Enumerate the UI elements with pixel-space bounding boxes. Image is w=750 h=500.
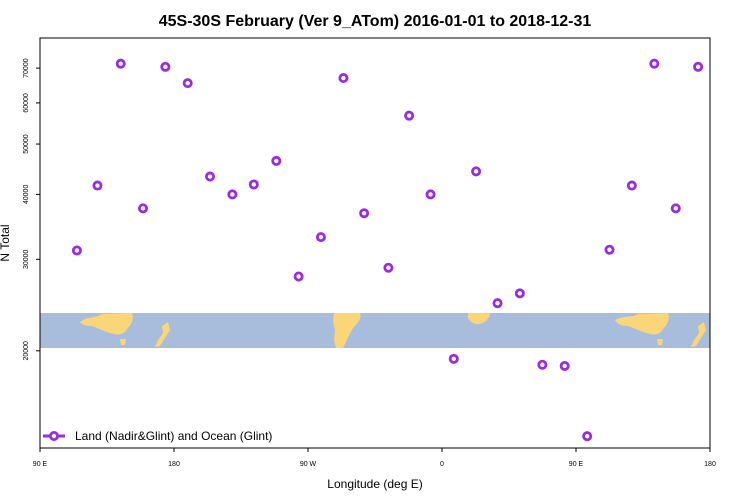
x-tick-label: 180 bbox=[704, 461, 716, 468]
land-newzealand-left bbox=[155, 322, 170, 347]
chart-title: 45S-30S February (Ver 9_ATom) 2016-01-01… bbox=[159, 13, 592, 30]
data-point bbox=[71, 245, 82, 256]
data-point bbox=[115, 58, 126, 69]
x-axis-label: Longitude (deg E) bbox=[327, 477, 422, 491]
legend: Land (Nadir&Glint) and Ocean (Glint) bbox=[43, 429, 272, 443]
y-axis-label: N Total bbox=[0, 224, 12, 261]
data-point bbox=[160, 61, 171, 72]
map-strip bbox=[40, 313, 710, 348]
y-axis: 20000 30000 40000 50000 60000 70000 bbox=[23, 58, 40, 361]
y-tick-label: 60000 bbox=[23, 93, 30, 113]
data-point bbox=[604, 244, 615, 255]
land-australia-right bbox=[615, 313, 669, 335]
data-point bbox=[338, 73, 349, 84]
data-point bbox=[471, 166, 482, 177]
data-point bbox=[670, 203, 681, 214]
land-shapes bbox=[80, 313, 706, 348]
data-point bbox=[227, 189, 238, 200]
data-point bbox=[248, 179, 259, 190]
data-point bbox=[359, 208, 370, 219]
data-point bbox=[425, 189, 436, 200]
land-tasmania-right bbox=[657, 339, 663, 345]
y-tick-label: 50000 bbox=[23, 134, 30, 154]
data-points bbox=[71, 58, 704, 442]
data-point bbox=[448, 353, 459, 364]
data-point bbox=[626, 180, 637, 191]
data-point bbox=[582, 431, 593, 442]
land-australia-left bbox=[80, 313, 133, 335]
data-point bbox=[293, 271, 304, 282]
y-tick-label: 70000 bbox=[23, 58, 30, 78]
x-axis: 90 E 180 90 W 0 90 E 180 bbox=[33, 448, 716, 468]
land-newzealand-right bbox=[691, 322, 706, 347]
data-point bbox=[315, 232, 326, 243]
data-point bbox=[383, 262, 394, 273]
x-tick-label: 90 E bbox=[33, 461, 48, 468]
x-tick-label: 90 E bbox=[569, 461, 584, 468]
y-tick-label: 20000 bbox=[23, 341, 30, 361]
data-point bbox=[271, 155, 282, 166]
x-tick-label: 90 W bbox=[300, 461, 317, 468]
legend-label: Land (Nadir&Glint) and Ocean (Glint) bbox=[75, 429, 272, 443]
land-southamerica bbox=[333, 313, 361, 348]
data-point bbox=[514, 288, 525, 299]
data-point bbox=[649, 58, 660, 69]
legend-marker bbox=[49, 430, 60, 441]
y-tick-label: 30000 bbox=[23, 249, 30, 269]
y-tick-label: 40000 bbox=[23, 185, 30, 205]
ocean-band bbox=[40, 313, 710, 348]
data-point bbox=[404, 110, 415, 121]
data-point bbox=[92, 180, 103, 191]
land-tasmania-left bbox=[120, 339, 126, 345]
x-tick-label: 0 bbox=[440, 461, 444, 468]
data-point bbox=[205, 171, 216, 182]
data-point bbox=[138, 203, 149, 214]
data-point bbox=[693, 61, 704, 72]
plot-frame bbox=[39, 37, 711, 449]
data-point bbox=[537, 359, 548, 370]
data-point bbox=[559, 360, 570, 371]
data-point bbox=[492, 298, 503, 309]
x-tick-label: 180 bbox=[168, 461, 180, 468]
land-southafrica bbox=[468, 313, 490, 325]
data-point bbox=[182, 78, 193, 89]
